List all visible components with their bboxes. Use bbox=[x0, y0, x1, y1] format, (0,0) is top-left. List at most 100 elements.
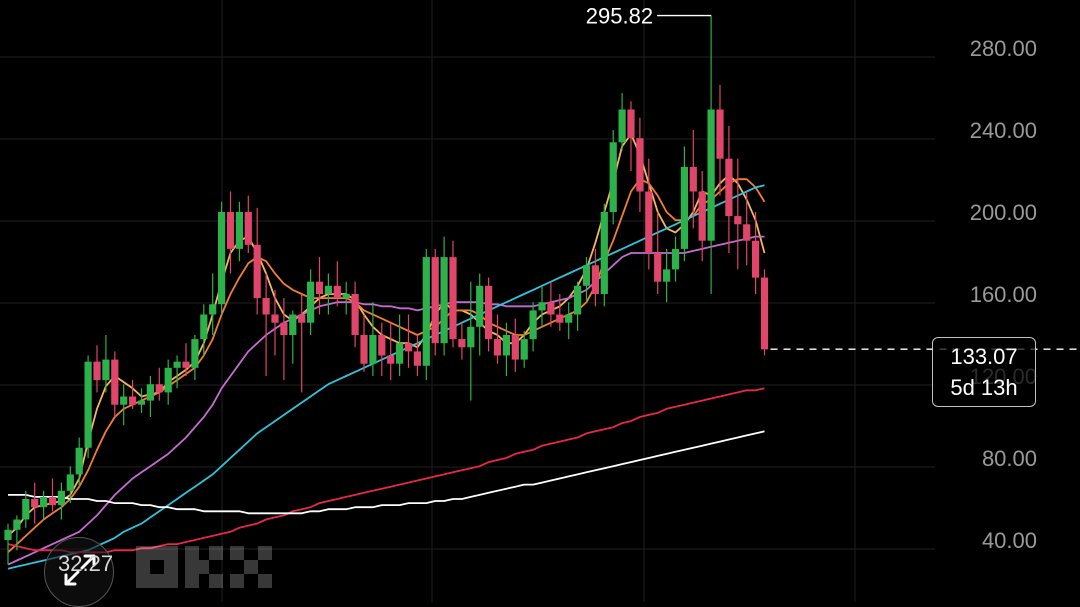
candle bbox=[716, 84, 724, 196]
candle-body bbox=[752, 240, 760, 278]
candle bbox=[48, 478, 57, 512]
candle bbox=[627, 101, 635, 171]
candle-body bbox=[129, 396, 137, 405]
candle-body bbox=[324, 285, 332, 294]
candle bbox=[431, 248, 439, 356]
candle bbox=[547, 281, 555, 327]
ma-line-5 bbox=[8, 430, 765, 515]
candle bbox=[360, 314, 368, 372]
candle-body bbox=[111, 359, 119, 405]
candle-body bbox=[663, 269, 671, 282]
candle-body bbox=[556, 314, 564, 323]
candle bbox=[342, 281, 350, 315]
candle-body bbox=[582, 265, 591, 286]
candle bbox=[226, 191, 235, 274]
candle-body bbox=[520, 339, 528, 360]
candle-body bbox=[636, 138, 644, 192]
expand-button[interactable] bbox=[44, 537, 114, 607]
candle bbox=[13, 515, 21, 551]
okx-logo-icon bbox=[136, 546, 272, 588]
candle-body bbox=[538, 302, 546, 311]
candle-body bbox=[262, 298, 270, 315]
candle bbox=[351, 281, 359, 348]
candle bbox=[155, 367, 163, 401]
candle bbox=[120, 384, 128, 426]
candle-body bbox=[369, 335, 377, 364]
candle-body bbox=[671, 248, 680, 270]
candle-body bbox=[22, 499, 30, 520]
markers: 295.82 bbox=[586, 4, 1080, 350]
candle-body bbox=[404, 343, 413, 352]
candle-body bbox=[413, 351, 421, 366]
candle-body bbox=[396, 343, 404, 364]
candle-body bbox=[458, 339, 466, 348]
candle bbox=[31, 482, 39, 524]
candle-body bbox=[164, 367, 172, 393]
candle bbox=[84, 355, 92, 458]
candle bbox=[22, 490, 30, 528]
candle-body bbox=[298, 314, 306, 323]
candle-body bbox=[271, 314, 279, 323]
candle-body bbox=[102, 359, 110, 381]
candle bbox=[752, 212, 760, 294]
candle-body bbox=[689, 166, 697, 192]
candle bbox=[609, 130, 617, 225]
candle bbox=[538, 285, 546, 327]
candle bbox=[298, 294, 306, 393]
candle-body bbox=[431, 257, 439, 344]
candle-body bbox=[645, 191, 653, 253]
candle-body bbox=[707, 109, 715, 241]
candle bbox=[307, 269, 315, 335]
candle-body bbox=[449, 257, 457, 340]
candle bbox=[200, 304, 208, 356]
candle-body bbox=[760, 277, 769, 350]
candle bbox=[333, 261, 341, 307]
candle-body bbox=[93, 361, 101, 381]
candle-body bbox=[591, 265, 599, 294]
y-tick-label: 160.00 bbox=[970, 282, 1037, 307]
candle bbox=[618, 93, 626, 151]
candle bbox=[663, 248, 671, 303]
candle bbox=[671, 236, 680, 282]
candle-body bbox=[485, 285, 493, 340]
candle-body bbox=[351, 294, 359, 335]
candle bbox=[262, 273, 270, 376]
candle-body bbox=[574, 285, 582, 315]
okx-watermark bbox=[136, 546, 276, 593]
candle bbox=[289, 310, 297, 364]
candle-body bbox=[387, 355, 395, 364]
candle-body bbox=[502, 335, 510, 356]
candle-body bbox=[31, 499, 39, 508]
candle bbox=[182, 343, 190, 376]
candle bbox=[146, 376, 154, 417]
candle bbox=[449, 240, 457, 348]
candle bbox=[129, 380, 137, 409]
candle bbox=[689, 130, 697, 229]
candle-body bbox=[476, 285, 484, 327]
candle bbox=[520, 330, 528, 368]
candle bbox=[680, 146, 688, 262]
candle-body bbox=[493, 339, 502, 356]
candle bbox=[191, 335, 199, 381]
candle bbox=[102, 335, 110, 393]
candle bbox=[440, 236, 448, 356]
candle bbox=[66, 466, 74, 504]
candle-body bbox=[627, 109, 635, 139]
candle-body bbox=[244, 212, 252, 245]
candle bbox=[387, 322, 395, 381]
candle bbox=[404, 314, 413, 368]
candle-body bbox=[547, 302, 555, 315]
candle bbox=[93, 345, 101, 393]
candle-body bbox=[618, 109, 626, 143]
candle bbox=[173, 355, 181, 389]
candle bbox=[413, 335, 421, 376]
candle bbox=[378, 322, 386, 376]
candle bbox=[111, 351, 119, 417]
candle bbox=[467, 281, 475, 401]
candle-body bbox=[66, 474, 74, 491]
candle-body bbox=[440, 257, 448, 344]
countdown-label: 5d 13h bbox=[950, 375, 1018, 400]
candle bbox=[315, 257, 324, 315]
